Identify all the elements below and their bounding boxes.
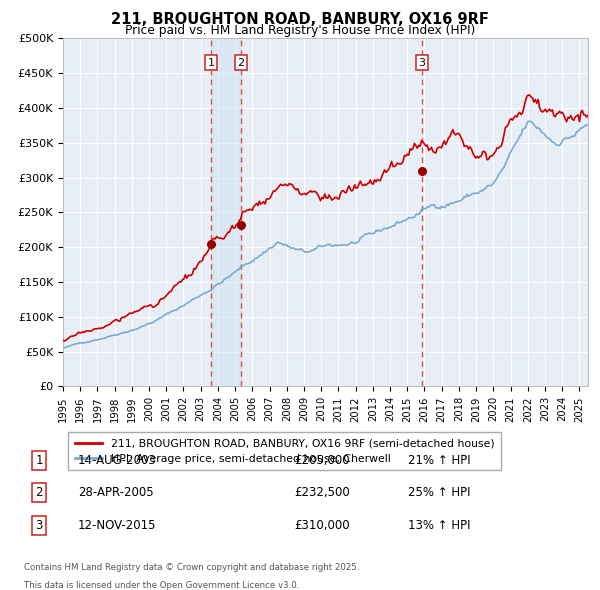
Text: 1: 1: [208, 58, 215, 68]
Text: 13% ↑ HPI: 13% ↑ HPI: [408, 519, 470, 532]
Legend: 211, BROUGHTON ROAD, BANBURY, OX16 9RF (semi-detached house), HPI: Average price: 211, BROUGHTON ROAD, BANBURY, OX16 9RF (…: [68, 432, 501, 470]
Text: 3: 3: [419, 58, 425, 68]
Text: 211, BROUGHTON ROAD, BANBURY, OX16 9RF: 211, BROUGHTON ROAD, BANBURY, OX16 9RF: [111, 12, 489, 27]
Text: 12-NOV-2015: 12-NOV-2015: [78, 519, 157, 532]
Text: £310,000: £310,000: [294, 519, 350, 532]
Text: 2: 2: [237, 58, 244, 68]
Text: 14-AUG-2003: 14-AUG-2003: [78, 454, 157, 467]
Text: 21% ↑ HPI: 21% ↑ HPI: [408, 454, 470, 467]
Text: 1: 1: [35, 454, 43, 467]
Bar: [211, 38, 241, 386]
Text: £205,000: £205,000: [294, 454, 350, 467]
Text: 3: 3: [35, 519, 43, 532]
Text: Price paid vs. HM Land Registry's House Price Index (HPI): Price paid vs. HM Land Registry's House …: [125, 24, 475, 37]
Text: Contains HM Land Registry data © Crown copyright and database right 2025.: Contains HM Land Registry data © Crown c…: [24, 563, 359, 572]
Text: 25% ↑ HPI: 25% ↑ HPI: [408, 486, 470, 499]
Text: This data is licensed under the Open Government Licence v3.0.: This data is licensed under the Open Gov…: [24, 581, 299, 590]
Text: 28-APR-2005: 28-APR-2005: [78, 486, 154, 499]
Text: 2: 2: [35, 486, 43, 499]
Text: £232,500: £232,500: [294, 486, 350, 499]
